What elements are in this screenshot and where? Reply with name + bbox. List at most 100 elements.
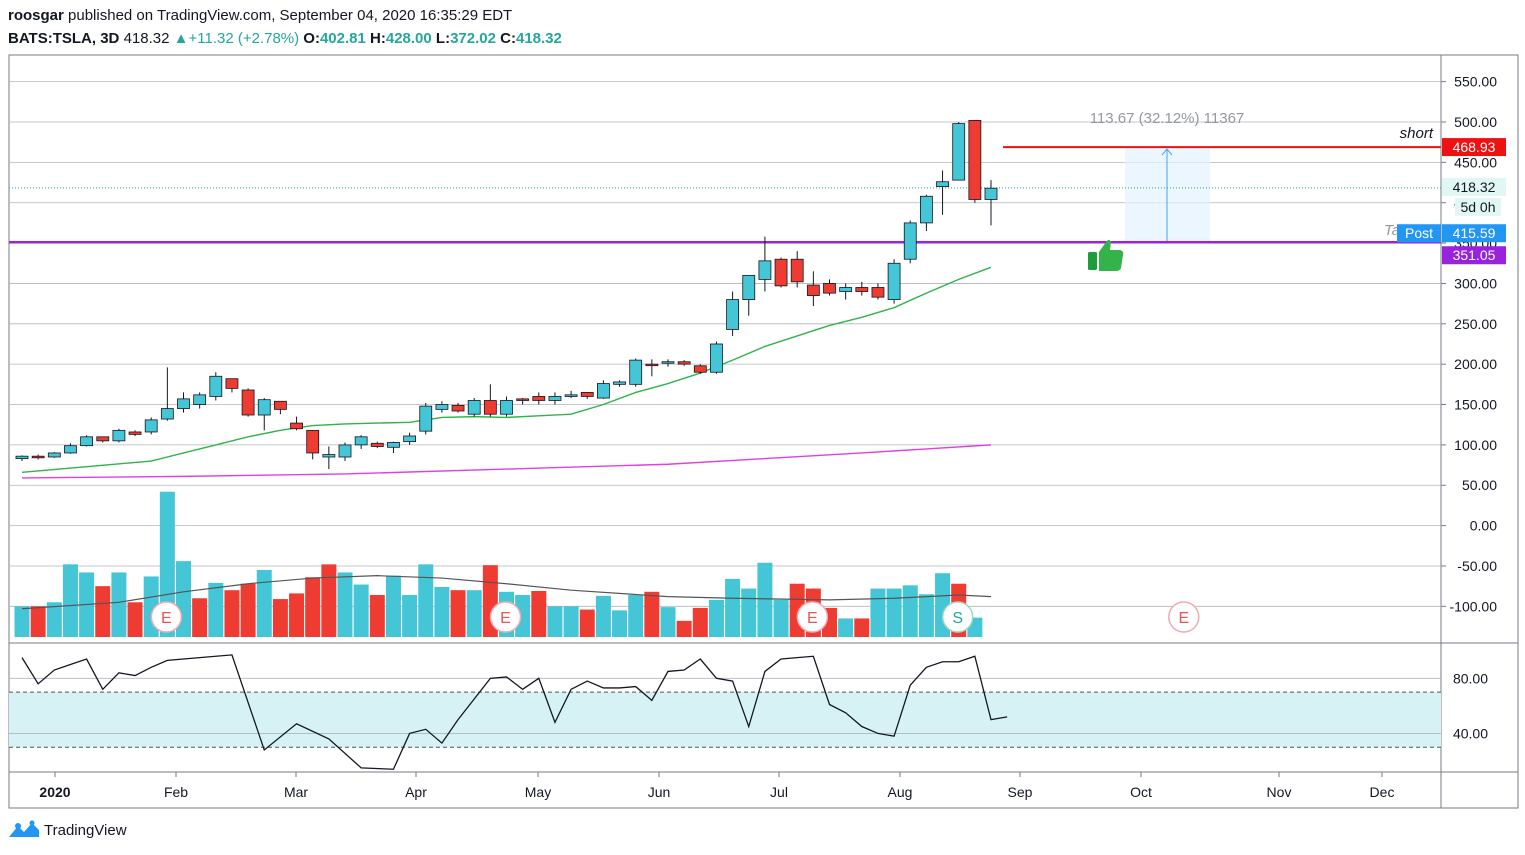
rsi-tick-label: 80.00: [1453, 670, 1488, 686]
volume-bar: [159, 491, 175, 637]
published-text: published on TradingView.com, September …: [68, 7, 513, 24]
volume-bar: [450, 590, 466, 637]
low-value: 372.02: [450, 30, 496, 47]
y-tick-label: 100.00: [1454, 437, 1497, 453]
y-tick-label: 250.00: [1454, 316, 1497, 332]
support-price-tag-bg: [1442, 246, 1506, 265]
candle-body: [354, 436, 368, 446]
y-tick-label: -100.00: [1450, 598, 1498, 614]
long-sma-line: [21, 444, 992, 479]
candle-body: [693, 365, 707, 373]
candle-body: [580, 392, 594, 397]
candle-body: [500, 400, 513, 415]
volume-bar: [612, 610, 628, 637]
volume-bar: [272, 599, 288, 637]
candle-body: [629, 359, 643, 385]
candle-body: [177, 398, 190, 409]
candle-body: [903, 222, 917, 260]
candle-body: [273, 400, 287, 410]
volume-bar: [515, 595, 531, 637]
rsi-line: [21, 654, 1008, 770]
candle-body: [887, 262, 901, 300]
candle-body: [483, 400, 497, 415]
volume-bar: [369, 595, 385, 637]
volume-bar: [741, 588, 757, 637]
footer: TradingView: [8, 820, 127, 840]
event-label: E: [1178, 610, 1189, 627]
volume-bar: [240, 583, 256, 637]
tradingview-logo-icon[interactable]: [8, 820, 40, 840]
candle-body: [823, 283, 836, 294]
resistance-price-tag-bg: [1442, 138, 1506, 157]
author-name[interactable]: roosgar: [8, 7, 64, 24]
candle-body: [80, 436, 93, 447]
candle-body: [564, 394, 578, 397]
brand-name[interactable]: TradingView: [44, 821, 127, 839]
volume-bar: [757, 562, 773, 637]
short-sma-line: [21, 266, 992, 474]
post-price-tag-bg: [1442, 224, 1506, 243]
candle-body: [112, 429, 126, 442]
x-tick-label: Jul: [770, 784, 788, 800]
volume-bar: [353, 584, 369, 637]
volume-bars: [14, 491, 983, 637]
event-marker: [1168, 601, 1200, 633]
volume-bar: [692, 607, 708, 637]
candle-body: [613, 381, 626, 385]
candle-body: [952, 123, 966, 181]
candle-body: [839, 287, 853, 292]
close-label: C:: [500, 30, 516, 47]
candle-body: [968, 119, 982, 200]
target-label: Ta: [1384, 222, 1400, 239]
candle-body: [209, 375, 223, 397]
volume-bar: [95, 586, 111, 637]
last-price-tag-bg: [1442, 177, 1506, 196]
volume-bar: [127, 602, 143, 637]
event-label: S: [952, 610, 963, 627]
event-marker: [941, 601, 974, 633]
support-price-tag-text: 351.05: [1453, 247, 1496, 263]
short-label: short: [1400, 125, 1434, 142]
event-marker: [489, 601, 522, 633]
thumb-cuff: [1088, 252, 1097, 270]
volume-bar: [595, 595, 611, 637]
volume-bar: [660, 607, 676, 637]
last-price-tag: 418.32: [1442, 177, 1506, 196]
candle-body: [516, 398, 530, 401]
candle-body: [661, 361, 675, 364]
candle-body: [257, 399, 271, 416]
volume-bar: [46, 602, 62, 637]
volume-bar: [321, 564, 337, 637]
volume-ma-line: [21, 575, 992, 610]
symbol-line: BATS:TSLA, 3D 418.32 ▲+11.32 (+2.78%) O:…: [8, 30, 562, 47]
volume-bar: [337, 572, 353, 637]
volume-bar: [902, 585, 918, 637]
x-tick-label: 2020: [39, 784, 70, 800]
low-label: L:: [435, 30, 451, 47]
x-tick-label: Jun: [648, 784, 671, 800]
resistance-price-tag: 468.93: [1442, 138, 1506, 157]
candle-body: [806, 284, 820, 296]
candle-body: [920, 195, 933, 224]
event-marker: [150, 601, 183, 633]
candle-body: [47, 452, 61, 458]
candle-body: [403, 435, 417, 443]
volume-bar: [402, 595, 418, 637]
volume-bar: [628, 595, 644, 637]
volume-bar: [385, 575, 401, 637]
candle-body: [370, 442, 384, 447]
countdown-tag-text: 5d 0h: [1460, 199, 1495, 215]
event-label: E: [500, 610, 511, 627]
y-tick-label: 500.00: [1454, 114, 1497, 130]
volume-bar: [224, 590, 240, 637]
y-tick-label: 550.00: [1454, 74, 1497, 90]
support-price-tag: 351.05: [1442, 246, 1506, 265]
measure-arrow-head: [1161, 148, 1173, 156]
volume-bar: [111, 572, 127, 637]
countdown-tag: 5d 0h: [1455, 197, 1501, 216]
volume-bar: [854, 618, 870, 637]
volume-bar: [62, 564, 78, 637]
volume-bar: [30, 606, 46, 637]
event-marker: [796, 601, 829, 633]
